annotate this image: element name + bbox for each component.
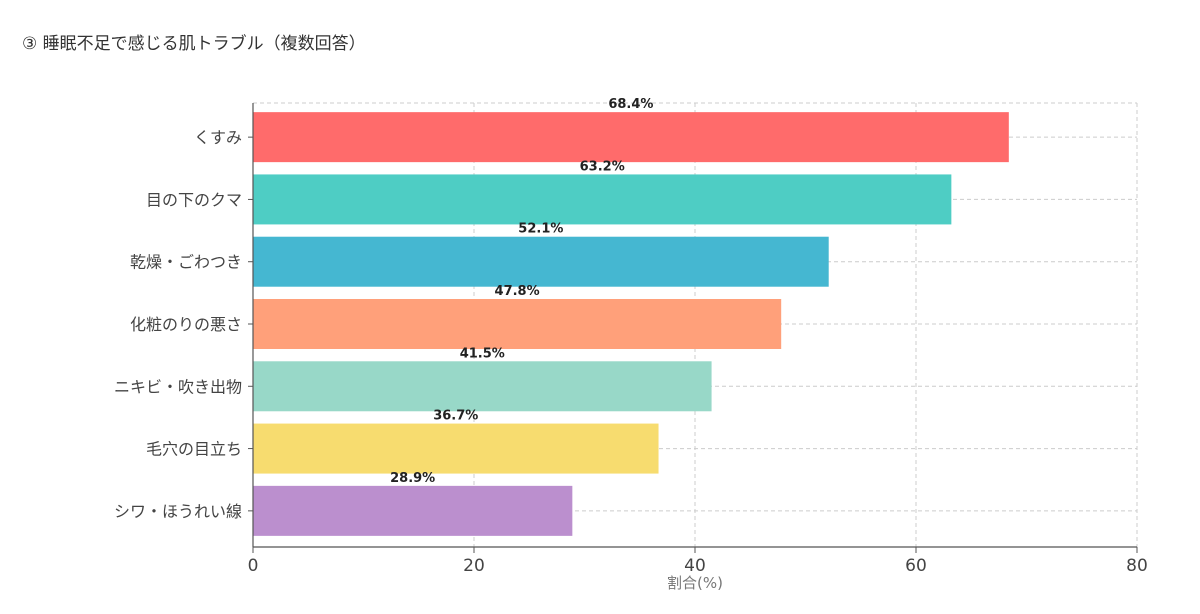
data-label: 63.2% (580, 159, 625, 174)
x-tick-label: 60 (905, 556, 927, 576)
data-label: 68.4% (608, 97, 653, 112)
data-label: 52.1% (518, 222, 563, 237)
category-label: 目の下のクマ (146, 190, 242, 209)
bar (253, 299, 782, 349)
data-label: 47.8% (495, 284, 540, 299)
x-axis-label: 割合(%) (667, 574, 723, 592)
chart-title: ③ 睡眠不足で感じる肌トラブル（複数回答） (22, 34, 366, 54)
data-label: 36.7% (433, 409, 478, 424)
data-label: 28.9% (390, 471, 435, 486)
bar (253, 174, 952, 225)
category-label: 乾燥・ごわつき (130, 253, 242, 272)
x-tick-label: 0 (248, 556, 259, 576)
x-tick-label: 80 (1126, 556, 1148, 576)
x-tick-label: 20 (463, 556, 485, 576)
category-label: 毛穴の目立ち (146, 440, 242, 459)
x-tick-label: 40 (684, 556, 706, 576)
category-label: ニキビ・吹き出物 (114, 377, 242, 396)
category-label: くすみ (194, 128, 242, 147)
bar (253, 236, 829, 287)
category-label: 化粧のりの悪さ (130, 315, 242, 334)
category-label: シワ・ほうれい線 (114, 502, 242, 521)
bar (253, 485, 573, 536)
bar (253, 423, 659, 474)
bar (253, 361, 712, 412)
data-label: 41.5% (460, 346, 505, 361)
bar (253, 112, 1009, 163)
